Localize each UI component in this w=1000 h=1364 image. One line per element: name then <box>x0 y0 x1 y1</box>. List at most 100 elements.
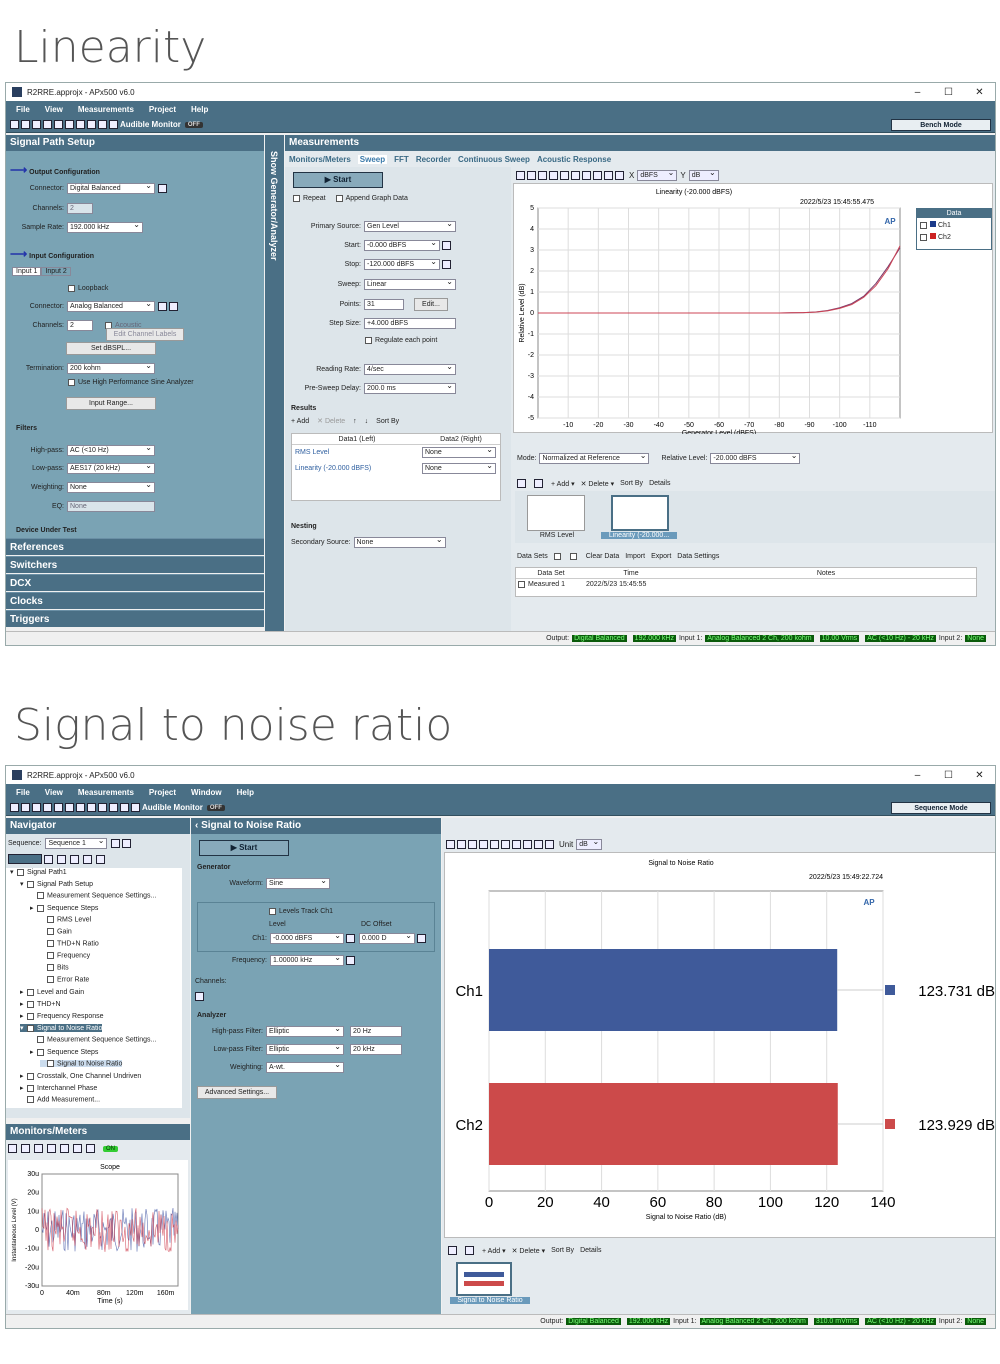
settings-icon[interactable] <box>169 302 178 311</box>
tab-fft[interactable]: FFT <box>394 155 409 164</box>
nav-references[interactable]: References <box>6 538 264 555</box>
tree-checkbox[interactable] <box>27 1024 34 1032</box>
tree-item[interactable]: Add Measurement... <box>20 1096 100 1103</box>
hp-filter-select[interactable]: Elliptic <box>266 1024 344 1037</box>
input-range-button[interactable]: Input Range... <box>66 397 156 410</box>
generator-analyzer-sidebar[interactable]: Show Generator/Analyzer <box>265 135 284 631</box>
stepper-icon[interactable] <box>417 934 426 943</box>
expand-arrow-icon[interactable]: ▸ <box>20 1013 24 1020</box>
legend-item[interactable]: Ch1 <box>920 220 988 232</box>
prev-icon[interactable] <box>448 1246 457 1255</box>
menu-view[interactable]: View <box>44 787 63 797</box>
save-icon[interactable] <box>32 120 41 129</box>
sort-graph-button[interactable]: Sort By <box>551 1247 575 1254</box>
sort-by-button[interactable]: Sort By <box>376 417 400 425</box>
sweep-icon[interactable] <box>54 120 63 129</box>
set-dbspl-button[interactable]: Set dBSPL... <box>66 342 156 355</box>
eq-select[interactable]: None <box>67 501 155 512</box>
menu-project[interactable]: Project <box>148 787 177 797</box>
tab-acoustic-response[interactable]: Acoustic Response <box>536 155 612 164</box>
tree-checkbox[interactable] <box>17 868 24 876</box>
unit-select[interactable]: dB <box>576 837 603 850</box>
tree-checkbox[interactable] <box>37 892 44 899</box>
tree-item[interactable]: Measurement Sequence Settings... <box>30 892 156 899</box>
y-unit-select[interactable]: dB <box>688 168 719 181</box>
settings-icon[interactable] <box>43 803 52 812</box>
sample-rate-select[interactable]: 192.000 kHz <box>67 220 143 233</box>
table-icon[interactable] <box>593 170 602 180</box>
save-graph-icon[interactable] <box>527 170 536 180</box>
audible-monitor-toggle[interactable]: OFF <box>206 804 225 811</box>
gear-icon[interactable] <box>545 839 554 849</box>
weighting-select[interactable]: A-wt. <box>266 1060 344 1073</box>
report-icon[interactable] <box>83 854 92 864</box>
meter-icon[interactable] <box>34 1144 43 1153</box>
nav-switchers[interactable]: Switchers <box>6 556 264 573</box>
down-arrow-icon[interactable]: ↓ <box>364 417 369 425</box>
table-row[interactable]: RMS Level None <box>292 445 500 461</box>
table-icon[interactable] <box>523 839 532 849</box>
new-icon[interactable] <box>10 120 19 129</box>
monitors-toggle[interactable]: ON <box>103 1145 118 1152</box>
start-button[interactable]: ▶ Start <box>293 172 383 188</box>
export-button[interactable]: Export <box>651 553 672 560</box>
menu-project[interactable]: Project <box>148 104 177 114</box>
tree-item[interactable]: Signal to Noise Ratio <box>40 1060 123 1068</box>
zoom-icon[interactable] <box>479 839 488 849</box>
tab-monitors-meters[interactable]: Monitors/Meters <box>289 155 351 164</box>
up-arrow-icon[interactable]: ↑ <box>353 417 357 425</box>
check-icon[interactable] <box>131 803 140 812</box>
result-data2-select[interactable]: None <box>422 461 496 474</box>
sweep-type-select[interactable]: Linear <box>364 277 456 290</box>
tree-checkbox[interactable] <box>27 1084 34 1092</box>
input-channels-input[interactable]: 2 <box>67 320 93 331</box>
weighting-select[interactable]: None <box>67 480 155 493</box>
stepper-icon[interactable] <box>442 260 451 269</box>
list-icon[interactable] <box>65 803 74 812</box>
sort-graph-button[interactable]: Sort By <box>620 480 644 487</box>
menu-help[interactable]: Help <box>236 787 254 797</box>
high-perf-checkbox[interactable] <box>68 379 75 386</box>
frequency-input[interactable]: 1.00000 kHz <box>270 953 344 966</box>
meter-icon[interactable] <box>76 120 85 129</box>
tree-checkbox[interactable] <box>47 976 54 983</box>
mode-select[interactable]: Normalized at Reference <box>539 451 650 464</box>
grid-icon[interactable] <box>512 839 521 849</box>
tree-item[interactable]: ▸ THD+N <box>20 1000 61 1008</box>
list-icon[interactable] <box>47 1144 56 1153</box>
fft-icon[interactable] <box>21 1144 30 1153</box>
minimize-button[interactable]: – <box>914 86 921 98</box>
edit-points-button[interactable]: Edit... <box>414 298 448 311</box>
bench-mode-dropdown[interactable]: Bench Mode <box>891 118 991 131</box>
audible-monitor-toggle[interactable]: OFF <box>184 121 203 128</box>
grid-icon[interactable] <box>582 170 591 180</box>
clear-data-button[interactable]: Clear Data <box>585 553 620 560</box>
reading-rate-select[interactable]: 4/sec <box>364 362 456 375</box>
next-icon[interactable] <box>534 479 543 488</box>
print-icon[interactable] <box>538 170 547 180</box>
tree-checkbox[interactable] <box>47 964 54 971</box>
tab-continuous-sweep[interactable]: Continuous Sweep <box>457 155 530 164</box>
level-input[interactable]: -0.000 dBFS <box>270 931 344 944</box>
primary-source-select[interactable]: Gen Level <box>364 219 456 232</box>
start-button[interactable]: ▶ Start <box>199 840 289 856</box>
add-result-button[interactable]: + Add <box>291 417 310 425</box>
tree-checkbox[interactable] <box>27 880 34 888</box>
tree-item[interactable]: ▸ Level and Gain <box>20 988 84 996</box>
save-graph-icon[interactable] <box>457 839 466 849</box>
details-button[interactable]: Details <box>649 480 671 487</box>
tree-item[interactable]: ▸ Frequency Response <box>20 1012 104 1020</box>
input-connector-select[interactable]: Analog Balanced <box>67 299 155 312</box>
cursor-icon[interactable] <box>534 839 543 849</box>
run-sequence-button[interactable] <box>8 854 42 864</box>
append-checkbox[interactable] <box>335 195 343 202</box>
sweep-icon[interactable] <box>54 803 63 812</box>
data-sets-checkbox[interactable] <box>569 553 577 560</box>
expand-arrow-icon[interactable]: ▾ <box>10 869 14 876</box>
tree-checkbox[interactable] <box>47 928 54 935</box>
result-data2-select[interactable]: None <box>422 445 496 458</box>
expand-arrow-icon[interactable]: ▸ <box>30 905 34 912</box>
tree-checkbox[interactable] <box>27 1096 34 1103</box>
tree-checkbox[interactable] <box>47 952 54 959</box>
